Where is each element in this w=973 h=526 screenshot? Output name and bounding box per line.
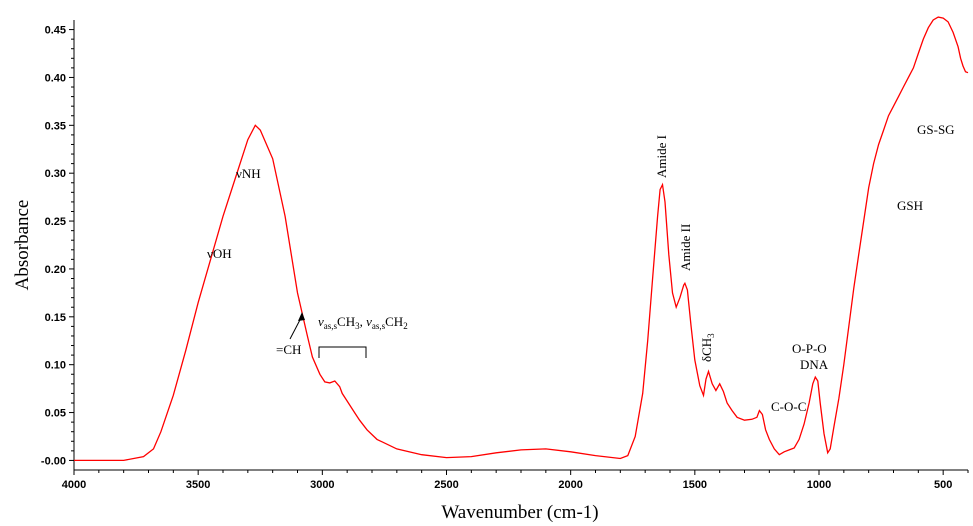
annotation-voh: νOH xyxy=(207,246,232,261)
axis-ticks xyxy=(69,29,969,475)
annotation-amide-ii: Amide II xyxy=(678,224,693,271)
x-tick-label: 1000 xyxy=(807,479,831,491)
annotation-vas-sub1: as,s xyxy=(324,321,338,331)
annotation-delta-ch3-main: δCH xyxy=(699,338,714,362)
annotation-gssg: GS-SG xyxy=(917,122,955,137)
annotation-amide-i: Amide I xyxy=(654,135,669,178)
annotation-vas-ch1: CH xyxy=(337,314,355,329)
y-tick-label: 0.30 xyxy=(45,168,66,180)
annotation-vas-sub2: as,s xyxy=(372,321,386,331)
annotation-vas-nu1: ν xyxy=(318,314,324,329)
y-tick-label: 0.15 xyxy=(45,312,66,324)
y-tick-label: 0.05 xyxy=(45,408,66,420)
y-tick-label: 0.10 xyxy=(45,360,66,372)
x-tick-label: 4000 xyxy=(62,479,86,491)
annotation-bracket xyxy=(318,346,367,358)
annotation-gsh: GSH xyxy=(897,198,923,213)
x-tick-label: 3000 xyxy=(310,479,334,491)
annotation-vas-3: 3 xyxy=(355,321,360,331)
annotation-ch-arrowhead xyxy=(298,312,305,321)
x-tick-label: 2000 xyxy=(558,479,582,491)
annotation-vnh: νNH xyxy=(236,166,261,181)
x-tick-label: 1500 xyxy=(683,479,707,491)
annotation-vas-stretch: νas,sCH3, νas,sCH2 xyxy=(318,314,408,331)
y-tick-label: 0.40 xyxy=(45,72,66,84)
x-tick-label: 3500 xyxy=(186,479,210,491)
plot-frame xyxy=(73,20,968,471)
y-axis-title: Absorbance xyxy=(12,200,33,291)
y-tick-label: 0.20 xyxy=(45,264,66,276)
annotation-dna: DNA xyxy=(800,357,829,372)
absorbance-curve xyxy=(74,16,969,462)
annotation-vas-nu2: ν xyxy=(366,314,372,329)
y-tick-label: -0.00 xyxy=(41,455,66,467)
y-tick-label: 0.35 xyxy=(45,120,66,132)
x-tick-label: 2500 xyxy=(434,479,458,491)
x-tick-label: 500 xyxy=(934,479,952,491)
annotation-delta-ch3-sub: 3 xyxy=(706,333,716,338)
y-tick-label: 0.25 xyxy=(45,216,66,228)
annotation-vas-ch2: CH xyxy=(385,314,403,329)
annotation-ch: =CH xyxy=(276,342,301,357)
annotation-vas-comma: , xyxy=(360,314,367,329)
x-axis-title: Wavenumber (cm-1) xyxy=(441,502,598,523)
annotation-coc: C-O-C xyxy=(771,399,806,414)
axis-tick-labels: 4000 3500 3000 2500 2000 1500 1000 500 -0.00 0.05… xyxy=(41,25,952,491)
y-tick-label: 0.45 xyxy=(45,25,66,37)
annotation-opo: O-P-O xyxy=(792,341,827,356)
annotation-delta-ch3: δCH3 xyxy=(699,333,716,362)
annotation-vas-2: 2 xyxy=(403,321,408,331)
